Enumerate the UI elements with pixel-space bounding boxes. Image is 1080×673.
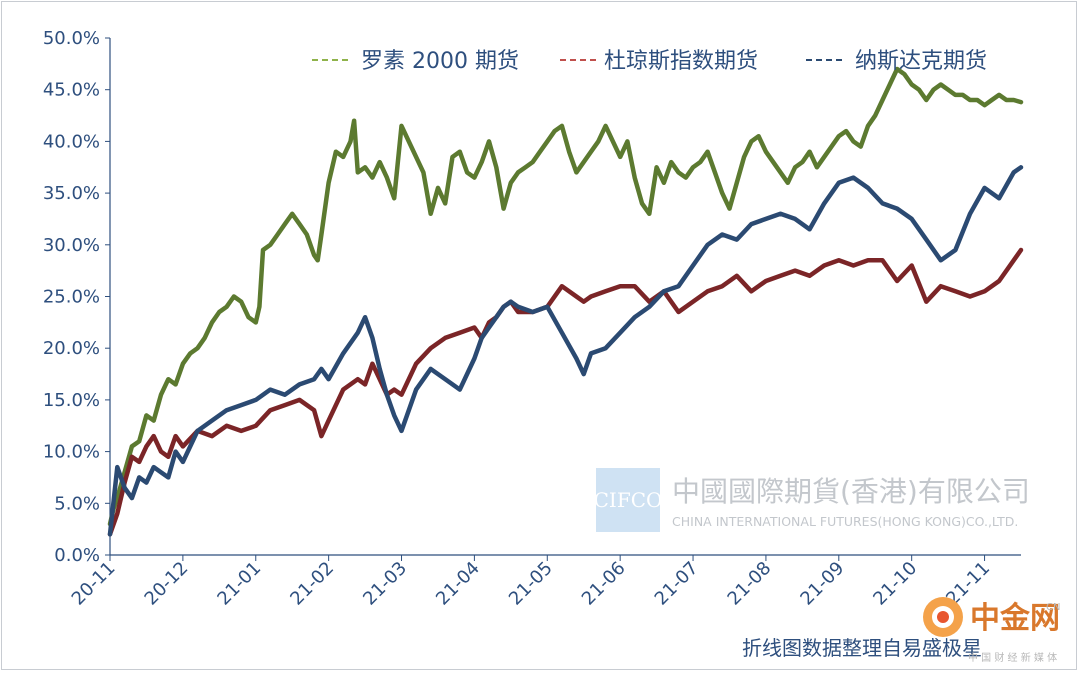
site-logo-slogan: 中 国 财 经 新 媒 体 (968, 651, 1057, 664)
series-line-0 (107, 66, 1024, 527)
legend-label-dow: 杜琼斯指数期货 (604, 49, 758, 74)
legend: 罗素 2000 期货 杜琼斯指数期货 纳斯达克期货 (312, 49, 987, 74)
y-tick-label: 20.0% (43, 338, 100, 359)
y-tick-label: 15.0% (43, 390, 100, 411)
x-tick-label: 21-03 (359, 558, 411, 610)
y-axis-ticks: 0.0% 5.0% 10.0% 15.0% 20.0% 25.0% 30.0% 35.0% 40… (43, 28, 110, 566)
y-tick-label: 45.0% (43, 80, 100, 101)
x-tick-label: 21-04 (432, 558, 484, 610)
legend-label-russell: 罗素 2000 期货 (361, 49, 519, 74)
watermark: CIFCO 中國國際期貨(香港)有限公司 CHINA INTERNATIONAL… (594, 468, 1030, 532)
y-tick-label: 30.0% (43, 235, 100, 256)
site-logo-domain: CN (1046, 602, 1060, 613)
site-logo-icon-core (937, 611, 949, 623)
x-tick-label: 21-01 (213, 558, 265, 610)
x-tick-label: 21-02 (286, 558, 338, 610)
series-lines (107, 66, 1024, 537)
x-tick-label: 21-10 (869, 558, 921, 610)
y-tick-label: 35.0% (43, 183, 100, 204)
series-line-2 (107, 165, 1024, 537)
site-logo-name: 中金网 (970, 601, 1060, 636)
y-tick-label: 10.0% (43, 442, 100, 463)
y-tick-label: 5.0% (54, 493, 100, 514)
site-logo: 中金网 CN 中 国 财 经 新 媒 体 (923, 597, 1060, 664)
x-tick-label: 21-07 (651, 558, 703, 610)
y-tick-label: 50.0% (43, 28, 100, 49)
x-tick-label: 21-09 (796, 558, 848, 610)
x-tick-label: 21-06 (578, 558, 630, 610)
legend-label-nasdaq: 纳斯达克期货 (855, 49, 987, 74)
watermark-logo-text: CIFCO (594, 488, 663, 512)
y-tick-label: 0.0% (54, 545, 100, 566)
y-tick-label: 25.0% (43, 287, 100, 308)
watermark-logo-box (596, 468, 660, 532)
source-caption: 折线图数据整理自易盛极星 (742, 636, 982, 660)
watermark-company-cn: 中國國際期貨(香港)有限公司 (672, 475, 1030, 508)
x-tick-label: 21-05 (505, 558, 557, 610)
x-tick-label: 20-12 (141, 558, 193, 610)
y-tick-label: 40.0% (43, 131, 100, 152)
x-tick-label: 21-08 (724, 558, 776, 610)
x-axis-ticks: 20-11 20-12 21-01 21-02 21-03 21-04 21-05 21-06… (68, 555, 994, 610)
watermark-company-en: CHINA INTERNATIONAL FUTURES(HONG KONG)CO… (672, 514, 1018, 529)
